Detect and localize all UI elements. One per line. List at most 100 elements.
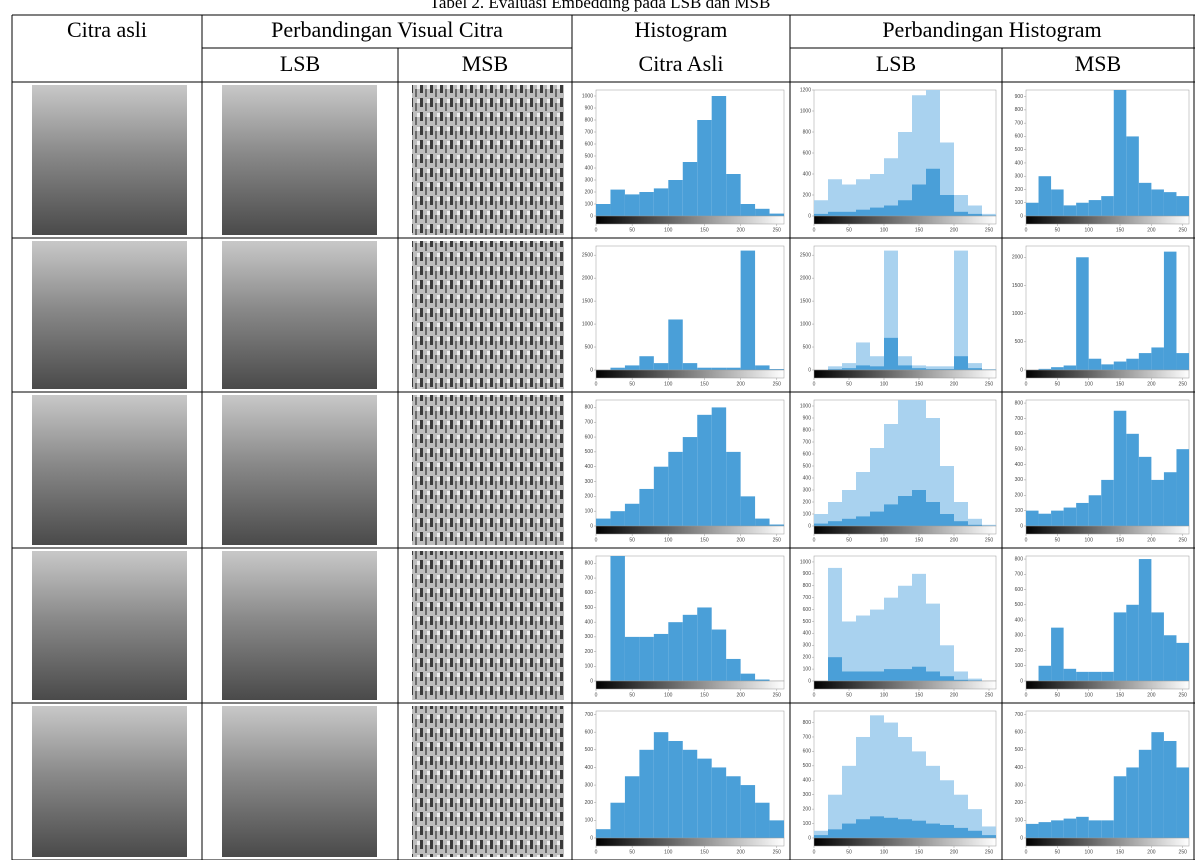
x-tick-label: 250 bbox=[1179, 381, 1188, 387]
histogram-bar bbox=[770, 214, 784, 216]
x-tick-label: 50 bbox=[1055, 227, 1061, 233]
histogram-bar bbox=[596, 829, 610, 838]
histogram-bar bbox=[683, 750, 697, 838]
histogram-bar bbox=[968, 368, 982, 370]
y-tick-label: 500 bbox=[1015, 602, 1024, 608]
histogram-bar bbox=[1101, 820, 1114, 838]
y-tick-label: 400 bbox=[803, 778, 812, 784]
y-tick-label: 400 bbox=[585, 620, 594, 626]
x-tick-label: 250 bbox=[773, 227, 782, 233]
histogram-bar bbox=[912, 490, 926, 526]
histogram-bar bbox=[828, 521, 842, 526]
y-tick-label: 100 bbox=[803, 511, 812, 517]
histogram-bar bbox=[870, 512, 884, 526]
lsb-image bbox=[222, 395, 377, 545]
histogram-bar bbox=[1039, 514, 1052, 526]
histogram-bar bbox=[596, 204, 610, 216]
x-tick-label: 100 bbox=[664, 537, 673, 543]
page: Tabel 2. Evaluasi Embedding pada LSB dan… bbox=[0, 0, 1195, 860]
x-tick-label: 200 bbox=[1147, 227, 1156, 233]
y-tick-label: 0 bbox=[808, 835, 811, 841]
x-tick-label: 150 bbox=[915, 227, 924, 233]
histogram-bar bbox=[968, 831, 982, 838]
y-tick-label: 0 bbox=[1020, 213, 1023, 219]
header-cell: LSB bbox=[280, 51, 320, 76]
lsb-image bbox=[222, 551, 377, 700]
y-tick-label: 500 bbox=[585, 449, 594, 455]
gray-scale-bar bbox=[596, 216, 784, 224]
histogram-bar bbox=[884, 338, 898, 370]
original-image bbox=[32, 706, 187, 857]
x-tick-label: 200 bbox=[1147, 849, 1156, 855]
histogram-bar bbox=[1089, 200, 1102, 216]
histogram-bar bbox=[654, 732, 668, 838]
histogram-bar bbox=[654, 188, 668, 216]
y-tick-label: 800 bbox=[585, 561, 594, 567]
histogram-bar bbox=[856, 516, 870, 526]
histogram-bar bbox=[654, 363, 668, 370]
x-tick-label: 250 bbox=[985, 849, 994, 855]
histogram-bar bbox=[884, 818, 898, 838]
x-tick-label: 250 bbox=[985, 381, 994, 387]
header-cell: Citra asli bbox=[67, 17, 147, 42]
header-cell: Perbandingan Visual Citra bbox=[271, 17, 503, 42]
x-tick-label: 150 bbox=[915, 692, 924, 698]
original-image bbox=[32, 85, 187, 235]
x-tick-label: 50 bbox=[1055, 692, 1061, 698]
histogram-bar bbox=[1026, 824, 1039, 838]
histogram-bar bbox=[856, 671, 870, 681]
histogram-bar bbox=[1039, 666, 1052, 681]
x-tick-label: 150 bbox=[700, 849, 709, 855]
histogram-bar bbox=[926, 671, 940, 681]
x-tick-label: 200 bbox=[736, 849, 745, 855]
y-tick-label: 300 bbox=[585, 479, 594, 485]
gray-scale-bar bbox=[814, 370, 996, 378]
histogram-bar bbox=[625, 776, 639, 838]
y-tick-label: 100 bbox=[1015, 200, 1024, 206]
x-tick-label: 50 bbox=[629, 537, 635, 543]
histogram-bar bbox=[1139, 750, 1152, 838]
y-tick-label: 200 bbox=[803, 806, 812, 812]
x-tick-label: 0 bbox=[595, 692, 598, 698]
histogram-bar bbox=[1076, 257, 1089, 370]
histogram-bar bbox=[1114, 612, 1127, 681]
histogram-bar bbox=[912, 667, 926, 681]
y-tick-label: 800 bbox=[585, 117, 594, 123]
gray-scale-bar bbox=[596, 526, 784, 534]
x-tick-label: 200 bbox=[950, 381, 959, 387]
histogram-bar bbox=[1026, 511, 1039, 526]
x-tick-label: 150 bbox=[915, 537, 924, 543]
y-tick-label: 0 bbox=[590, 523, 593, 529]
y-tick-label: 600 bbox=[803, 749, 812, 755]
histogram-bar bbox=[625, 194, 639, 216]
y-tick-label: 1000 bbox=[1012, 311, 1023, 317]
y-tick-label: 0 bbox=[590, 367, 593, 373]
y-tick-label: 700 bbox=[1015, 572, 1024, 578]
histogram-bar bbox=[755, 209, 769, 216]
histogram-bar bbox=[1176, 449, 1189, 526]
histogram-bar bbox=[697, 120, 711, 216]
y-tick-label: 1000 bbox=[582, 321, 593, 327]
histogram-bar bbox=[654, 467, 668, 526]
gray-scale-bar bbox=[814, 681, 996, 689]
lsb-image bbox=[222, 241, 377, 389]
histogram-bar bbox=[926, 824, 940, 838]
original-image bbox=[32, 395, 187, 545]
histogram-bar bbox=[912, 185, 926, 217]
histogram-bar bbox=[1101, 364, 1114, 370]
histogram-bar bbox=[842, 671, 856, 681]
histogram-bar bbox=[870, 671, 884, 681]
histogram-bar bbox=[898, 365, 912, 370]
x-tick-label: 50 bbox=[629, 381, 635, 387]
x-tick-label: 250 bbox=[985, 537, 994, 543]
x-tick-label: 250 bbox=[773, 692, 782, 698]
x-tick-label: 200 bbox=[950, 537, 959, 543]
x-tick-label: 150 bbox=[700, 692, 709, 698]
y-tick-label: 600 bbox=[585, 729, 594, 735]
histogram-bar bbox=[1164, 252, 1177, 370]
y-tick-label: 700 bbox=[1015, 712, 1024, 718]
histogram-bar bbox=[726, 368, 740, 370]
histogram-bar bbox=[1164, 635, 1177, 681]
msb-image bbox=[412, 85, 564, 235]
histogram-bar bbox=[741, 204, 755, 216]
